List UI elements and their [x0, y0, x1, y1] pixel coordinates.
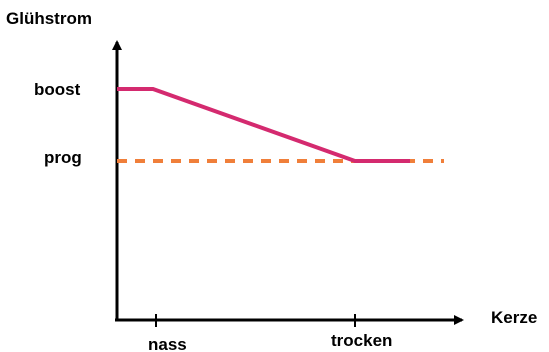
x-mark-label-nass: nass [148, 335, 187, 352]
x-axis-title: Kerze [491, 308, 537, 327]
x-mark-label-trocken: trocken [331, 331, 392, 350]
y-level-label-prog: prog [44, 148, 82, 167]
glow-current-line [117, 87, 410, 163]
y-level-label-boost: boost [34, 80, 81, 99]
y-axis-title: Glühstrom [6, 9, 92, 28]
